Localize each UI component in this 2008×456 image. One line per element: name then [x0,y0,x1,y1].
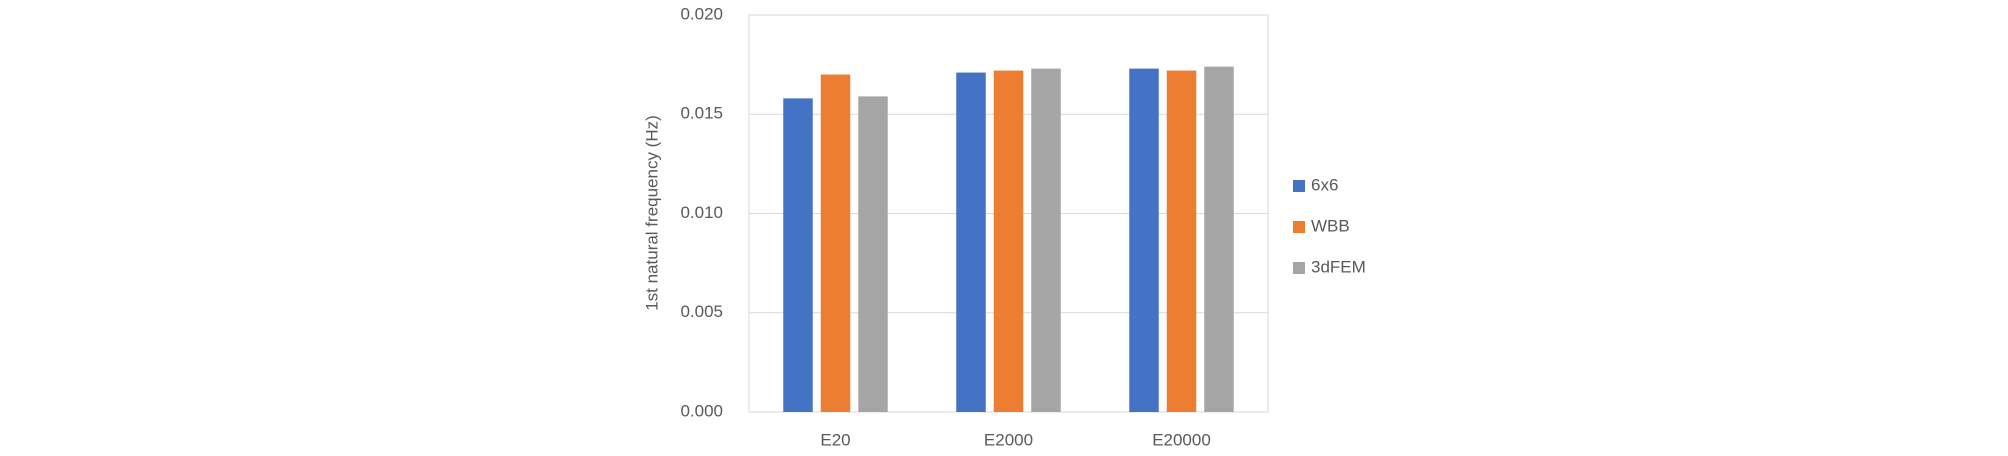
legend-swatch [1293,262,1305,274]
y-tick-label: 0.005 [680,302,723,321]
bar [1031,68,1061,412]
x-tick-label: E2000 [984,430,1033,449]
x-tick-label: E20 [820,430,850,449]
bar [783,98,813,413]
x-tick-label: E20000 [1152,430,1211,449]
bar [1166,70,1197,412]
bar [956,72,986,412]
legend-swatch [1293,180,1305,192]
bar [993,70,1024,412]
legend-label: 6x6 [1311,175,1338,194]
y-tick-label: 0.015 [680,104,723,123]
bar [858,96,888,412]
bar [1129,68,1159,412]
bar [1204,66,1234,413]
legend-label: 3dFEM [1311,257,1366,276]
y-axis-title: 1st natural frequency (Hz) [642,115,661,311]
y-tick-label: 0.010 [680,203,723,222]
y-tick-label: 0.020 [680,4,723,23]
bar [820,74,851,413]
legend-label: WBB [1311,216,1350,235]
y-tick-label: 0.000 [680,401,723,420]
legend-swatch [1293,221,1305,233]
